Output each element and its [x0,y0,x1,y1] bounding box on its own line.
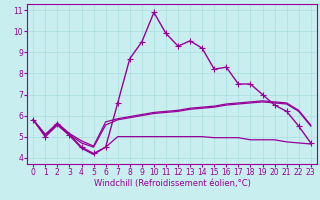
X-axis label: Windchill (Refroidissement éolien,°C): Windchill (Refroidissement éolien,°C) [93,179,251,188]
